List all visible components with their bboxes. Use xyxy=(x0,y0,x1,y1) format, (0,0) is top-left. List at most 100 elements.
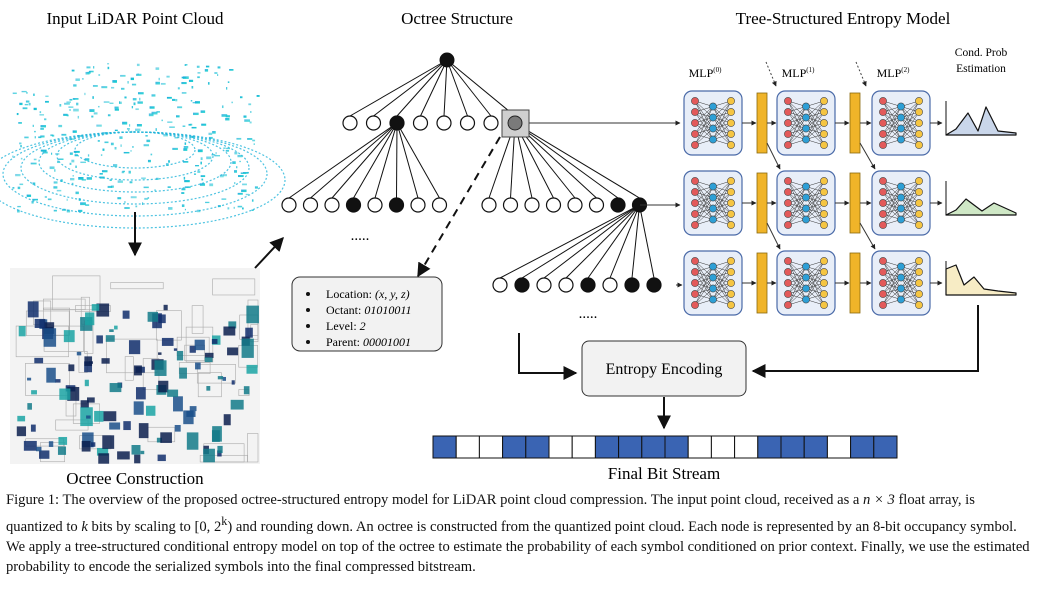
mlp-edge xyxy=(712,100,732,129)
octree-block xyxy=(156,437,162,443)
mlp-neuron xyxy=(820,301,828,309)
octree-block xyxy=(109,383,122,393)
mlp-neuron xyxy=(727,97,735,105)
point-streak xyxy=(245,193,249,196)
octree-block xyxy=(80,400,89,408)
point-streak xyxy=(197,76,200,79)
octree-block xyxy=(103,411,117,422)
caption-text-4: and rounding down. An octree is construc… xyxy=(6,518,1030,576)
mlp-neuron xyxy=(879,97,887,105)
mlp-neuron xyxy=(897,273,905,282)
point-streak xyxy=(131,106,134,109)
mlp-edge xyxy=(712,260,732,300)
mlp-neuron xyxy=(784,257,792,265)
mlp-edge xyxy=(712,282,732,300)
mlp-neuron xyxy=(820,108,828,116)
point-streak xyxy=(236,166,238,169)
mlp-neuron xyxy=(784,97,792,105)
point-streak xyxy=(47,198,52,201)
mlp-neuron xyxy=(727,257,735,265)
octree-block xyxy=(160,432,172,443)
mlp-edge xyxy=(882,106,902,124)
tree-edge xyxy=(446,59,516,117)
mlp-edge xyxy=(694,106,714,124)
point-streak xyxy=(17,209,20,213)
point-streak xyxy=(251,209,254,211)
octree-block xyxy=(217,376,224,380)
point-streak xyxy=(215,152,217,155)
mlp-neuron xyxy=(879,108,887,116)
point-streak xyxy=(135,108,139,111)
empty-node xyxy=(281,197,297,213)
point-streak xyxy=(107,66,110,70)
mlp-edge xyxy=(900,111,920,140)
point-streak xyxy=(176,115,180,118)
point-streak xyxy=(66,101,71,103)
mlp-edge xyxy=(882,266,902,306)
mlp-edge xyxy=(787,106,807,135)
mlp-neuron xyxy=(820,177,828,185)
octree-block xyxy=(18,325,26,337)
mlp-neuron xyxy=(784,199,792,207)
octree-block xyxy=(27,377,32,381)
mlp-neuron xyxy=(915,257,923,265)
entropy-encoding-box xyxy=(581,340,747,397)
point-streak xyxy=(183,145,189,149)
mlp-neuron xyxy=(709,284,717,293)
point-streak xyxy=(113,164,118,167)
point-streak xyxy=(232,161,236,164)
tree-edge xyxy=(543,204,640,279)
octree-block xyxy=(245,327,253,338)
point-streak xyxy=(102,148,105,151)
point-streak xyxy=(107,114,111,117)
octree-block xyxy=(241,338,254,358)
point-streak xyxy=(234,182,236,185)
point-streak xyxy=(80,161,86,164)
octree-block xyxy=(36,446,42,452)
tree-edge xyxy=(331,122,398,199)
point-streak xyxy=(195,164,200,167)
point-streak xyxy=(185,64,188,66)
tree-edge xyxy=(609,204,640,279)
point-streak xyxy=(72,98,79,100)
octree-cell xyxy=(197,372,222,398)
mlp-edge xyxy=(805,122,825,140)
point-streak xyxy=(219,174,224,178)
mlp-edge xyxy=(694,266,714,306)
octree-block xyxy=(23,440,37,451)
octree-block xyxy=(138,423,149,439)
point-streak xyxy=(123,151,130,154)
mlp-neuron xyxy=(802,182,810,191)
mlp-edge xyxy=(694,197,714,226)
point-streak xyxy=(57,160,60,164)
mlp-edge xyxy=(900,180,920,209)
point-streak xyxy=(92,96,94,99)
info-value: 00001001 xyxy=(363,335,411,349)
point-streak xyxy=(18,122,22,124)
point-streak xyxy=(124,207,130,209)
mlp-neuron xyxy=(784,301,792,309)
point-streak xyxy=(241,189,247,193)
point-streak xyxy=(177,87,180,90)
point-streak xyxy=(69,98,73,101)
point-streak xyxy=(191,86,194,89)
mlp-neuron xyxy=(802,102,810,111)
mlp-neuron xyxy=(915,221,923,229)
point-streak xyxy=(78,176,84,180)
point-streak xyxy=(80,202,86,206)
point-streak xyxy=(243,115,247,118)
octree-block xyxy=(217,450,222,457)
tree-edge xyxy=(521,204,640,279)
point-streak xyxy=(227,207,230,210)
point-streak xyxy=(124,201,126,204)
octree-block xyxy=(17,415,26,422)
point-streak xyxy=(188,79,194,82)
mlp-neuron xyxy=(802,273,810,282)
mlp-neuron xyxy=(897,124,905,133)
mlp-edge xyxy=(882,186,902,226)
mlp-edge xyxy=(712,191,732,220)
point-streak xyxy=(221,198,227,200)
octree-block xyxy=(63,330,75,343)
mlp-neuron xyxy=(897,215,905,224)
octree-block xyxy=(204,357,213,363)
